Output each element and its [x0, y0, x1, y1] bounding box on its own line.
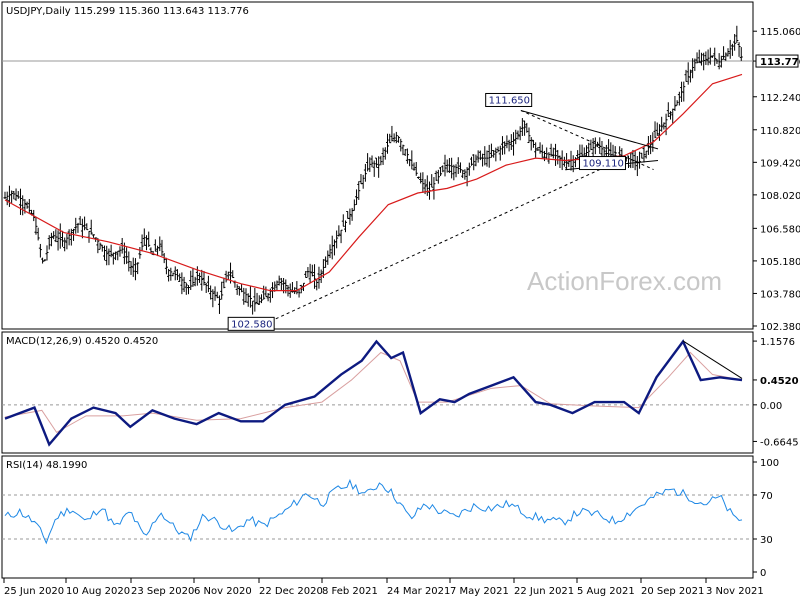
date-axis: 25 Jun 2020 10 Aug 2020 23 Sep 2020 6 Nov 2… [3, 578, 764, 597]
rsi-panel [1, 455, 754, 579]
macd-panel [1, 331, 754, 454]
price-tick-label: 109.420 [760, 158, 800, 169]
date-label: 3 Nov 2021 [706, 586, 764, 597]
price-tick-label: 102.380 [760, 322, 800, 333]
price-tick-label: 115.060 [760, 27, 800, 38]
annotation-box [485, 92, 533, 107]
macd-title: MACD(12,26,9) 0.4520 0.4520 [6, 336, 158, 347]
rsi-line [4, 478, 743, 545]
last-price-label: 113.776 [760, 57, 800, 68]
rsi-tick-label: 70 [760, 491, 773, 502]
annotation-label: 102.580 [231, 319, 272, 330]
date-label: 20 Sep 2021 [641, 586, 704, 597]
annotation-box [578, 156, 626, 171]
macd-tick-label: 0.00 [760, 401, 782, 412]
date-label: 5 Aug 2021 [577, 586, 635, 597]
watermark: ActionForex.com [527, 266, 722, 296]
price-title: USDJPY,Daily 115.299 115.360 113.643 113… [6, 6, 249, 17]
annotation-box [227, 316, 275, 331]
date-label: 6 Nov 2020 [194, 586, 252, 597]
sma-line [4, 73, 743, 292]
price-tick-label: 108.020 [760, 191, 800, 202]
price-tick-label: 103.780 [760, 289, 800, 300]
trendline [270, 164, 610, 322]
rsi-axis: 100 70 30 0 [753, 458, 779, 579]
price-tick-label: 105.180 [760, 257, 800, 268]
macd-lines [2, 339, 753, 447]
date-label: 10 Aug 2020 [66, 586, 130, 597]
date-label: 25 Jun 2020 [4, 586, 64, 597]
date-label: 22 Jun 2021 [514, 586, 574, 597]
price-annotations: 111.650 109.110 102.580 [227, 92, 626, 331]
last-price-box [755, 54, 799, 68]
macd-axis: 1.1576 0.4520 0.00 -0.6645 [753, 337, 799, 448]
price-bars [3, 25, 743, 315]
date-label: 22 Dec 2020 [259, 586, 323, 597]
macd-trendline [682, 340, 743, 379]
date-label: 8 Feb 2021 [322, 586, 378, 597]
macd-tick-label: 0.4520 [760, 376, 799, 387]
rsi-tick-label: 0 [760, 568, 766, 579]
price-tick-label: 110.820 [760, 126, 800, 137]
price-axis: 115.060 113.776 112.240 110.820 109.420 108.0… [753, 27, 800, 333]
rsi-tick-label: 30 [760, 535, 773, 546]
trendline-dashed [520, 110, 654, 170]
rsi-line [2, 478, 753, 545]
macd-line [4, 339, 743, 447]
price-tick-label: 106.580 [760, 224, 800, 235]
rsi-tick-label: 100 [760, 458, 779, 469]
date-label: 23 Sep 2020 [131, 586, 194, 597]
macd-tick-label: 1.1576 [760, 337, 795, 348]
date-label: 7 May 2021 [450, 586, 509, 597]
annotation-label: 111.650 [489, 95, 530, 106]
moving-average [4, 73, 743, 292]
trendline [520, 110, 659, 150]
rsi-title: RSI(14) 48.1990 [6, 460, 87, 471]
annotation-label: 109.110 [582, 159, 623, 170]
price-panel [1, 1, 754, 330]
price-tick-label: 112.240 [760, 93, 800, 104]
date-label: 24 Mar 2021 [387, 586, 450, 597]
macd-tick-label: -0.6645 [760, 437, 799, 448]
